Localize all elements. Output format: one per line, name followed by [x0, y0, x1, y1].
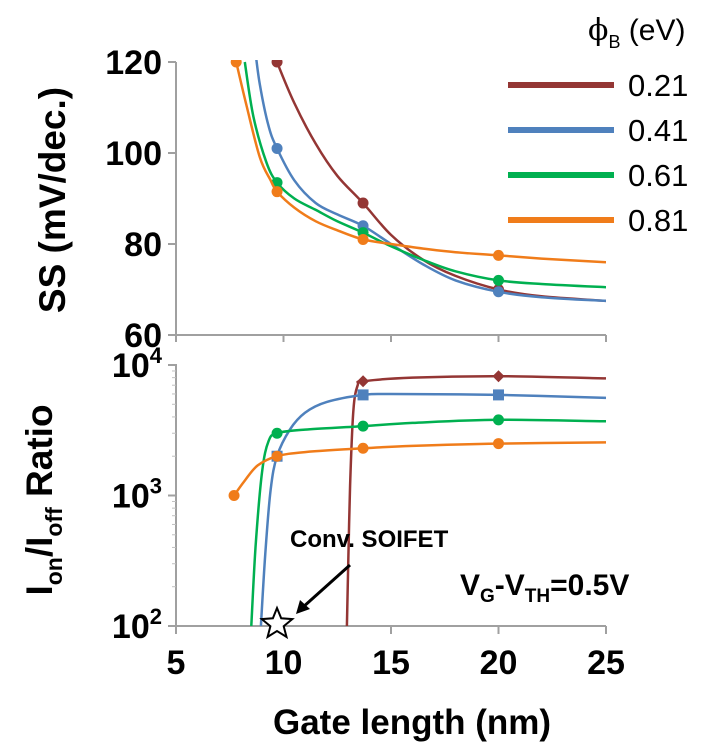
top-y-tick-label: 120: [105, 44, 162, 82]
legend: ϕB (eV) 0.21 0.41 0.61 0.81: [508, 13, 688, 238]
ss-data-point-0.61: [493, 275, 504, 286]
bias-condition-label: VG-VTH=0.5V: [460, 569, 629, 607]
ratio-data-point-0.61: [272, 428, 283, 439]
ratio-data-point-0.61: [493, 414, 504, 425]
ss-data-point-0.81: [231, 57, 242, 68]
x-tick-label: 25: [587, 644, 625, 682]
ss-data-point-0.81: [272, 186, 283, 197]
ratio-data-point-0.41: [493, 389, 504, 400]
conv-soifet-arrow-line: [302, 565, 350, 608]
ratio-data-point-0.81: [358, 443, 369, 454]
legend-label-0.41: 0.41: [628, 113, 688, 148]
bottom-y-tick-label: 103: [112, 474, 162, 516]
ratio-series-line-0.81: [234, 442, 606, 495]
legend-title: ϕB (eV): [588, 13, 685, 52]
ratio-data-point-0.81: [229, 490, 240, 501]
bottom-y-tick-label: 104: [112, 343, 163, 385]
top-y-tick-label: 100: [105, 135, 162, 173]
ss-data-point-0.21: [272, 57, 283, 68]
ss-data-point-0.81: [358, 234, 369, 245]
ss-data-point-0.41: [272, 143, 283, 154]
ss-data-point-0.81: [493, 250, 504, 261]
x-tick-label: 20: [480, 644, 518, 682]
x-axis-label: Gate length (nm): [273, 703, 551, 742]
ss-data-point-0.21: [358, 198, 369, 209]
ratio-data-point-0.81: [493, 438, 504, 449]
top-y-axis-label: SS (mV/dec.): [32, 87, 73, 313]
ratio-data-point-0.21: [493, 370, 505, 382]
top-y-tick-label: 80: [124, 226, 162, 264]
ss-data-point-0.41: [493, 286, 504, 297]
conv-soifet-label: Conv. SOIFET: [290, 526, 449, 553]
legend-label-0.81: 0.81: [628, 203, 688, 238]
conv-soifet-star-marker: [262, 608, 293, 637]
x-tick-label: 10: [265, 644, 303, 682]
bottom-panel: 102 103 104 5 10 15 20 25 Ion/Ioff Ratio Gate …: [19, 343, 629, 742]
ratio-data-point-0.41: [358, 389, 369, 400]
legend-label-0.21: 0.21: [628, 68, 688, 103]
x-tick-label: 5: [167, 644, 186, 682]
x-tick-label: 15: [372, 644, 410, 682]
bottom-y-tick-label: 102: [112, 604, 162, 646]
bottom-y-axis-label: Ion/Ioff Ratio: [19, 404, 67, 595]
ratio-data-point-0.61: [358, 421, 369, 432]
ratio-data-point-0.81: [272, 451, 283, 462]
legend-label-0.61: 0.61: [628, 158, 688, 193]
ss-series-line-0.81: [236, 62, 606, 262]
